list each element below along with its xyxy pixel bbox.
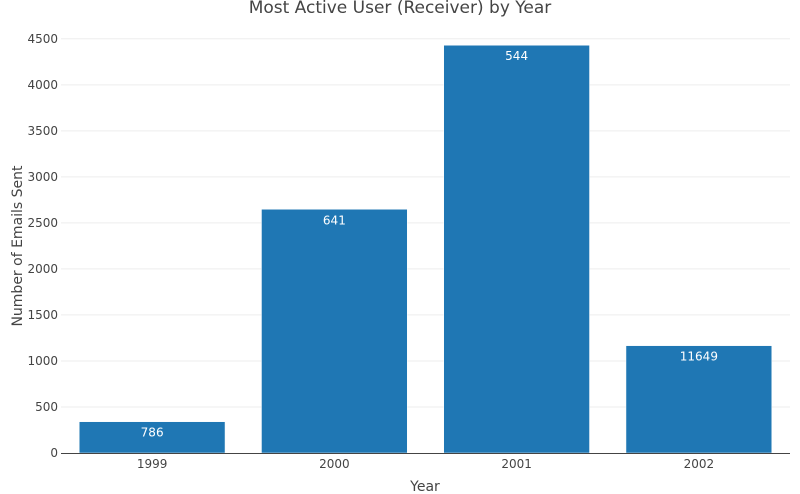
bar-1999 [78,421,226,454]
bar-value-label: 11649 [680,350,718,364]
y-axis-ticks: 0 500 1000 1500 2000 2500 3000 3500 4000 4500 [27,32,58,460]
bar-labels: 786 641 544 11649 [141,49,718,439]
y-tick-label: 3500 [27,124,58,138]
y-tick-label: 2500 [27,216,58,230]
y-tick-label: 1000 [27,354,58,368]
y-tick-label: 4000 [27,78,58,92]
bar-value-label: 544 [505,49,528,63]
y-tick-label: 2000 [27,262,58,276]
y-tick-label: 0 [50,446,58,460]
x-tick-label: 2002 [684,457,715,471]
x-tick-label: 1999 [137,457,168,471]
x-axis-ticks: 1999 2000 2001 2002 [137,457,714,471]
bar-value-label: 641 [323,213,346,227]
x-tick-label: 2001 [501,457,532,471]
y-axis-title: Number of Emails Sent [10,165,26,327]
bar-2001 [443,44,590,454]
bar-2002 [625,345,773,454]
x-axis-title: Year [409,479,440,494]
y-tick-label: 3000 [27,170,58,184]
bar-value-label: 786 [141,426,164,440]
y-tick-label: 500 [35,400,58,414]
chart-title: Most Active User (Receiver) by Year [249,0,552,18]
y-tick-label: 1500 [27,308,58,322]
y-tick-label: 4500 [27,32,58,46]
bar-2000 [261,209,408,454]
gridlines [61,38,790,408]
bars [78,44,773,454]
x-tick-label: 2000 [319,457,350,471]
